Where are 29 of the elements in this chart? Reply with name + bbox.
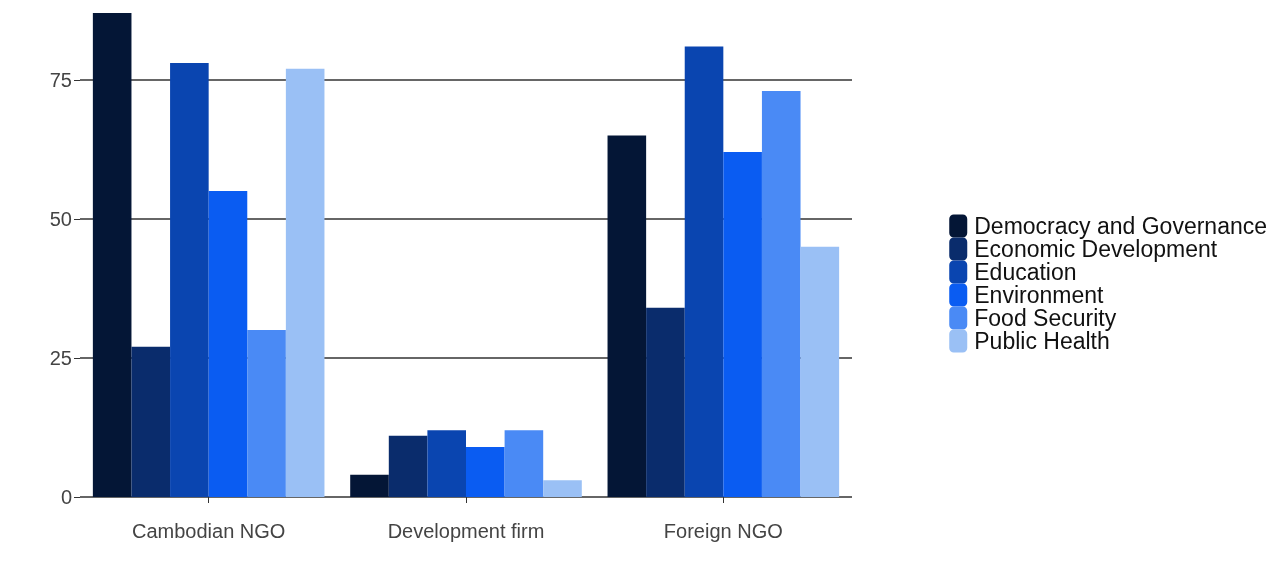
y-tick-label: 75 [49,68,72,91]
bar [350,474,389,497]
y-tick-label: 0 [60,486,72,508]
y-tick-label: 25 [49,346,72,369]
legend-label: Food Security [974,305,1117,331]
bar [504,430,544,497]
legend-label: Education [974,259,1077,285]
bar [543,480,582,497]
legend-label: Democracy and Governance [974,213,1268,239]
x-tick-label: Foreign NGO [663,520,783,542]
bar [427,430,466,497]
x-tick-label: Cambodian NGO [131,520,286,542]
bar [723,152,762,497]
bar [684,46,724,497]
bar [646,307,685,497]
x-tick-label: Development firm [387,520,545,542]
bar [131,346,171,497]
bar [388,435,428,497]
bar [208,191,248,497]
bar [170,63,209,497]
bar [285,68,325,497]
bar [800,246,840,497]
bar [607,135,647,497]
y-tick-label: 50 [49,207,72,230]
bar [247,330,286,497]
bar [92,13,132,497]
bar [761,90,801,497]
legend-label: Environment [974,282,1104,308]
bar [466,446,505,497]
